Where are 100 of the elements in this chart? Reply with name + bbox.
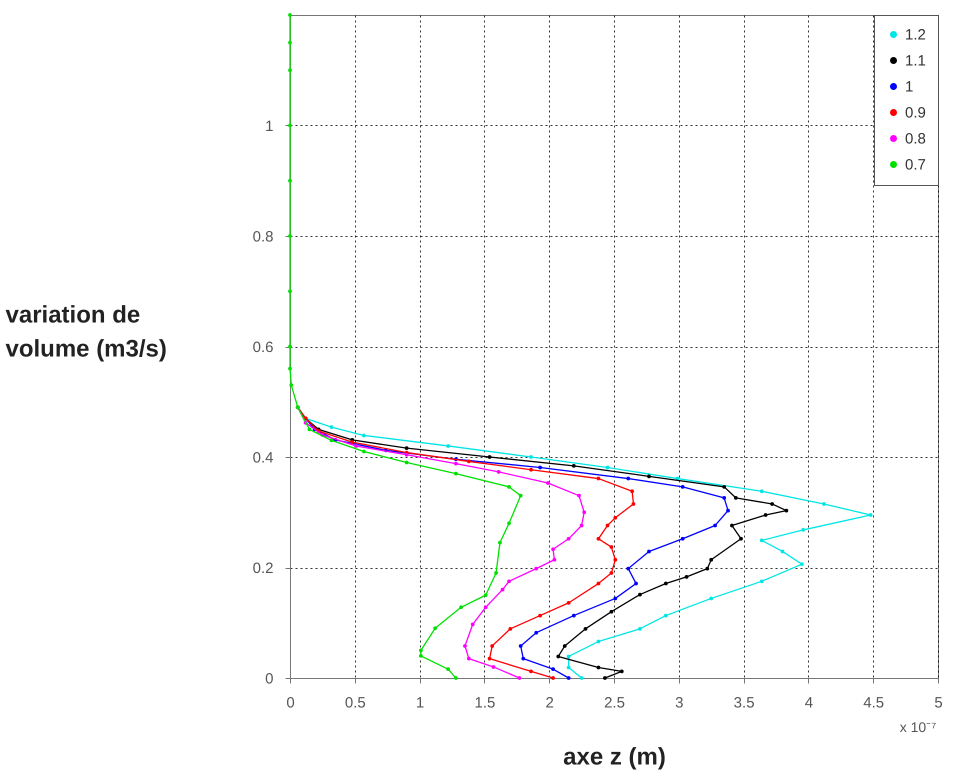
point <box>308 428 312 432</box>
legend-label: 0.9 <box>905 104 926 122</box>
point <box>288 40 292 44</box>
point <box>596 640 600 644</box>
point <box>463 644 467 648</box>
point <box>288 234 292 238</box>
point <box>484 605 488 610</box>
point <box>572 464 576 468</box>
point <box>739 536 743 541</box>
point <box>500 588 504 592</box>
legend-label: 0.8 <box>905 130 926 148</box>
point <box>546 481 550 485</box>
text: x 10⁻⁷ <box>900 719 936 735</box>
x-tick-label: 3 <box>675 694 684 712</box>
x-tick-label: 0.5 <box>344 694 366 712</box>
point <box>529 468 533 472</box>
point <box>404 460 409 464</box>
point <box>613 596 618 600</box>
point <box>684 575 688 579</box>
point <box>446 444 450 448</box>
point <box>566 536 571 541</box>
point <box>496 470 501 474</box>
point <box>610 610 614 614</box>
point <box>551 676 555 680</box>
point <box>433 626 438 630</box>
point <box>288 289 292 294</box>
point <box>556 654 560 658</box>
point <box>596 476 600 480</box>
point <box>466 656 471 661</box>
point <box>529 670 533 674</box>
x-axis-title: axe z (m) <box>563 744 666 770</box>
point <box>596 582 600 586</box>
point <box>680 484 685 489</box>
legend-label: 1.2 <box>905 26 926 44</box>
point <box>498 540 502 545</box>
point <box>730 524 734 528</box>
point <box>610 545 614 549</box>
point <box>610 571 614 575</box>
x-tick-label: 2.5 <box>604 694 625 712</box>
point <box>626 476 630 480</box>
point <box>459 605 463 610</box>
point <box>288 178 292 183</box>
point <box>529 455 533 459</box>
point <box>566 676 571 680</box>
point <box>508 626 512 631</box>
point <box>454 472 458 476</box>
legend-label: 1.1 <box>905 52 926 70</box>
point <box>577 494 581 498</box>
y-tick-label: 0.2 <box>252 560 274 577</box>
x-tick-label: 4.5 <box>863 694 884 712</box>
point <box>613 516 618 520</box>
point <box>538 614 542 618</box>
point <box>507 521 511 526</box>
point <box>705 566 710 570</box>
point <box>404 452 409 457</box>
point <box>551 547 555 552</box>
point <box>566 666 571 670</box>
y-tick-label: 1 <box>265 118 274 135</box>
point <box>734 496 738 500</box>
point <box>288 344 292 348</box>
point <box>492 665 496 669</box>
point <box>534 630 538 635</box>
point <box>760 538 764 542</box>
y-tick-label: 0.6 <box>252 339 274 356</box>
point <box>470 622 475 626</box>
point <box>664 614 668 618</box>
point <box>647 474 651 478</box>
point <box>454 676 458 680</box>
point <box>647 550 651 554</box>
point <box>580 676 584 680</box>
y-tick-label: 0.8 <box>252 228 274 246</box>
point <box>709 596 714 600</box>
x-tick-label: 1.5 <box>474 694 496 712</box>
point <box>419 654 423 658</box>
point <box>800 562 804 566</box>
point <box>572 614 576 618</box>
point <box>822 502 826 506</box>
point <box>518 494 523 498</box>
point <box>584 626 588 631</box>
point <box>466 460 471 464</box>
point <box>868 513 872 517</box>
x-tick-label: 2 <box>546 694 554 712</box>
point <box>484 593 488 597</box>
point <box>538 466 542 470</box>
y-axis-title: variation de volume (m3/s) <box>6 302 167 362</box>
point <box>638 592 642 596</box>
point <box>713 524 717 528</box>
point <box>330 425 334 430</box>
point <box>613 558 618 562</box>
point <box>632 502 636 506</box>
x-tick-label: 1 <box>416 694 424 712</box>
point <box>638 626 642 631</box>
point <box>288 366 292 370</box>
point <box>582 510 586 514</box>
point <box>551 667 555 672</box>
point <box>288 68 292 72</box>
point <box>507 579 511 584</box>
legend-label: 0.7 <box>905 156 926 174</box>
point <box>722 496 726 500</box>
point <box>801 528 806 532</box>
